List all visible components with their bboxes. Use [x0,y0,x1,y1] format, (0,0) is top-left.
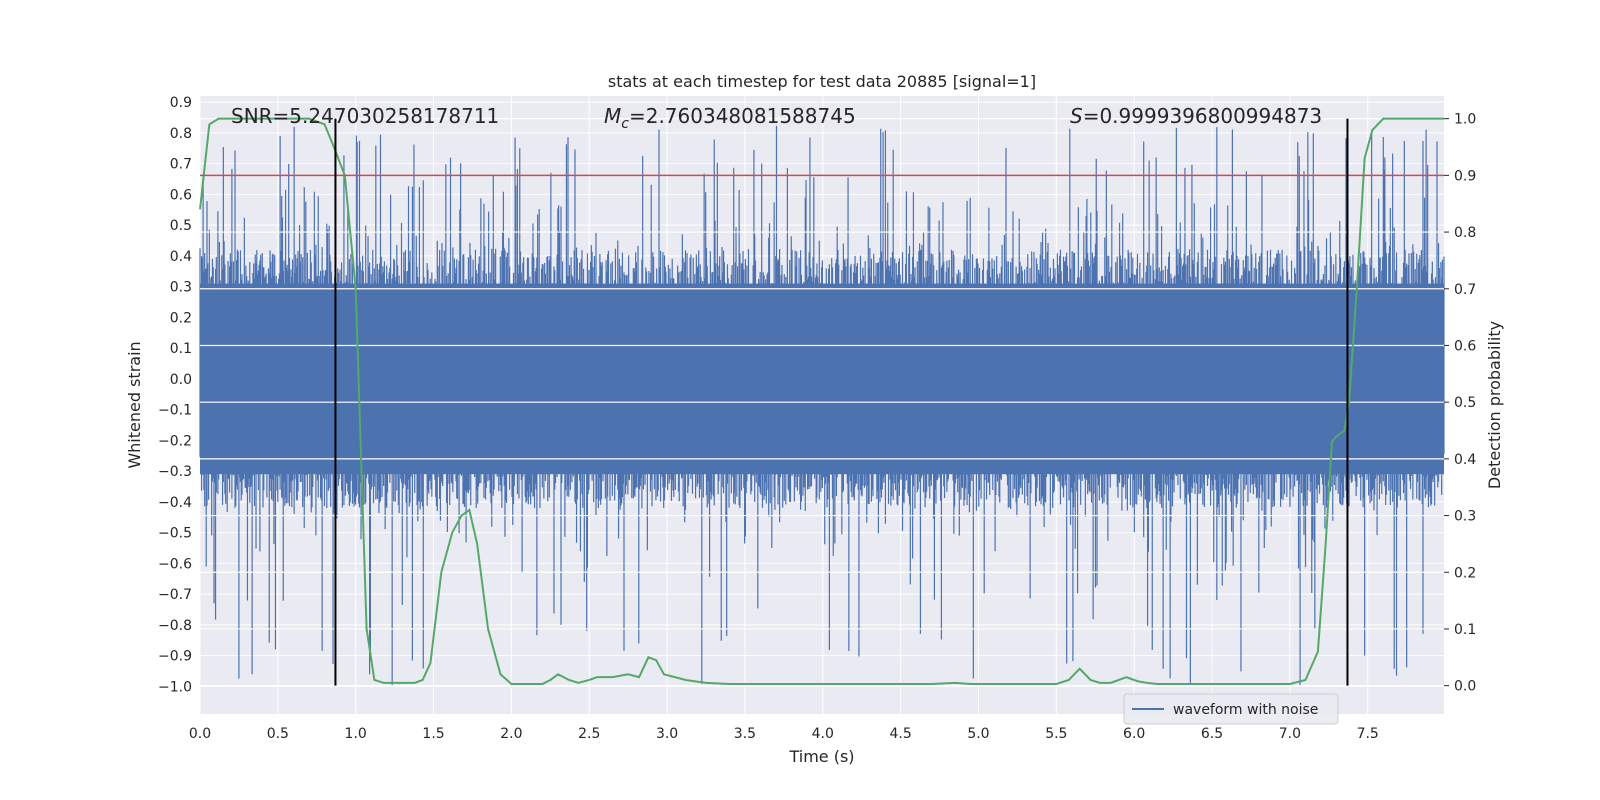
y-tick-label: −0.7 [158,587,192,603]
waveform-core-band [200,283,1444,475]
chirp-mass-annotation: Mc=2.760348081588745 [604,104,856,132]
x-tick-label: 1.0 [345,726,367,742]
x-axis-label: Time (s) [788,747,854,766]
y-tick-label: 0.7 [170,157,192,173]
x-tick-label: 3.5 [734,726,756,742]
chart-title: stats at each timestep for test data 208… [608,72,1036,91]
y-tick-label: −1.0 [158,679,192,695]
y-tick-label: 0.6 [170,187,192,203]
x-tick-label: 5.5 [1045,726,1067,742]
y2-tick-label: 0.9 [1454,168,1476,184]
legend: waveform with noise [1123,693,1339,725]
y2-tick-label: 0.3 [1454,509,1476,525]
y-tick-label: −0.8 [158,618,192,634]
chirp-mass-symbol: M [604,104,621,128]
x-tick-label: 5.0 [967,726,989,742]
x-tick-label: 0.0 [189,726,211,742]
y-tick-label: −0.5 [158,526,192,542]
y2-axis-label: Detection probability [1485,321,1504,489]
x-tick-label: 2.0 [500,726,522,742]
y2-tick-label: 0.6 [1454,338,1476,354]
y-tick-label: 0.2 [170,310,192,326]
probability-line [199,117,1444,685]
y-tick-label: 0.9 [170,95,192,111]
y-tick-label: −0.2 [158,433,192,449]
y-axis-label: Whitened strain [125,341,144,468]
chirp-mass-subscript: c [621,116,629,132]
x-tick-label: 2.5 [578,726,600,742]
x-tick-label: 1.5 [422,726,444,742]
y-tick-label: 0.3 [170,280,192,296]
y2-tick-label: 0.5 [1454,395,1476,411]
y-tick-label: 0.5 [170,218,192,234]
y-tick-label: −0.4 [158,495,192,511]
snr-annotation: SNR=5.247030258178711 [231,104,499,128]
x-tick-label: 3.0 [656,726,678,742]
y2-tick-label: 0.8 [1454,225,1476,241]
significance-symbol: S [1070,104,1083,128]
y-tick-label: 0.0 [170,372,192,388]
y-tick-label: 0.1 [170,341,192,357]
significance-value: =0.9999396800994873 [1083,104,1322,128]
legend-label-waveform: waveform with noise [1173,702,1318,718]
y-tick-label: 0.8 [170,126,192,142]
y-tick-label: 0.4 [170,249,192,265]
y-tick-label: −0.1 [158,403,192,419]
legend-box [1123,693,1339,725]
x-tick-label: 4.5 [889,726,911,742]
y2-tick-label: 0.2 [1454,565,1476,581]
x-tick-label: 0.5 [267,726,289,742]
y2-tick-label: 0.7 [1454,282,1476,298]
y2-axis-ticks: 0.0 0.1 0.2 0.3 0.4 0.5 0.6 0.7 0.8 0.9 1.0 [1444,112,1476,695]
x-tick-label: 4.0 [812,726,834,742]
y2-tick-label: 1.0 [1454,112,1476,128]
y-axis-ticks: −1.0 −0.9 −0.8 −0.7 −0.6 −0.5 −0.4 −0.3 −0.2 −0.1… [158,95,192,695]
x-tick-label: 6.5 [1201,726,1223,742]
y-tick-label: −0.9 [158,649,192,665]
chirp-mass-value: =2.760348081588745 [629,104,856,128]
probability-series [199,117,1444,685]
y-tick-label: −0.3 [158,464,192,480]
x-tick-label: 7.0 [1279,726,1301,742]
y2-tick-label: 0.1 [1454,622,1476,638]
y2-tick-label: 0.0 [1454,679,1476,695]
x-tick-label: 7.5 [1357,726,1379,742]
overlay-lines [200,118,1444,686]
x-axis-ticks: 0.0 0.5 1.0 1.5 2.0 2.5 3.0 3.5 4.0 4.5 5.0 5.5 6.0 6… [189,726,1379,742]
waveform-series [199,118,1445,687]
significance-annotation: S=0.9999396800994873 [1070,104,1322,128]
y2-tick-label: 0.4 [1454,452,1476,468]
y-tick-label: −0.6 [158,556,192,572]
x-tick-label: 6.0 [1123,726,1145,742]
